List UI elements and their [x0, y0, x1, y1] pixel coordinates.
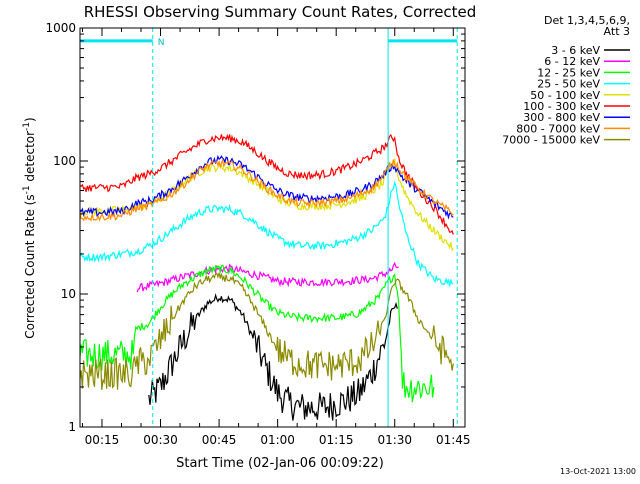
legend-label-6: 300 - 800 keV: [523, 111, 600, 124]
series-line-6-12-kev-0: [136, 261, 399, 293]
axes-layer: 1 10 100 1000 00:15 00:30 00:45 01:00 01:15 01:30…: [45, 21, 470, 447]
legend-header-attenuator: Att 3: [604, 25, 630, 38]
y-tick-label-2: 100: [53, 154, 76, 168]
night-marker-label: N: [158, 38, 165, 48]
x-tick-label-1: 00:30: [143, 433, 178, 447]
y-axis-label-end: ): [23, 117, 37, 122]
y-tick-label-0: 1: [68, 420, 76, 434]
legend-label-3: 25 - 50 keV: [537, 78, 600, 91]
y-tick-label-1: 10: [61, 287, 76, 301]
x-tick-label-2: 00:45: [202, 433, 237, 447]
series-line-50-100-kev-0: [79, 158, 454, 252]
legend-label-4: 50 - 100 keV: [530, 89, 600, 102]
legend-label-2: 12 - 25 keV: [537, 66, 600, 79]
y-axis-label-sup1: -1: [22, 185, 32, 194]
legend-label-0: 3 - 6 keV: [551, 44, 600, 57]
series-line-25-50-kev-0: [79, 180, 454, 287]
chart-title: RHESSI Observing Summary Count Rates, Co…: [84, 3, 477, 21]
x-tick-label-6: 01:45: [436, 433, 471, 447]
series-line-7000-15000-kev-0: [79, 272, 454, 390]
y-axis-label: Corrected Count Rate (s-1 detector-1): [22, 117, 37, 338]
series-line-100-300-kev-0: [79, 133, 454, 235]
x-axis-label: Start Time (02-Jan-06 00:09:22): [176, 456, 384, 471]
y-axis-label-main: Corrected Count Rate (s: [23, 194, 37, 338]
x-tick-label-0: 00:15: [85, 433, 120, 447]
x-tick-label-5: 01:30: [377, 433, 412, 447]
series-line-12-25-kev-0: [79, 264, 435, 403]
legend-label-1: 6 - 12 keV: [544, 55, 600, 68]
series-line-3-6-kev-0: [148, 293, 398, 421]
series-layer: [79, 133, 454, 421]
y-tick-label-3: 1000: [45, 21, 76, 35]
legend-label-7: 800 - 7000 keV: [516, 122, 600, 135]
footer-timestamp: 13-Oct-2021 13:00: [560, 467, 636, 476]
legend-label-8: 7000 - 15000 keV: [502, 134, 600, 147]
series-line-300-800-kev-0: [79, 154, 454, 220]
legend-label-5: 100 - 300 keV: [523, 100, 600, 113]
x-tick-label-4: 01:15: [319, 433, 354, 447]
y-axis-label-mid: detector: [23, 131, 37, 186]
x-tick-label-3: 01:00: [260, 433, 295, 447]
legend-header-detectors: Det 1,3,4,5,6,9,: [544, 14, 630, 27]
series-line-800-7000-kev-0: [79, 158, 454, 222]
plot-frame: [79, 27, 466, 428]
y-axis-label-sup2: -1: [22, 122, 32, 131]
